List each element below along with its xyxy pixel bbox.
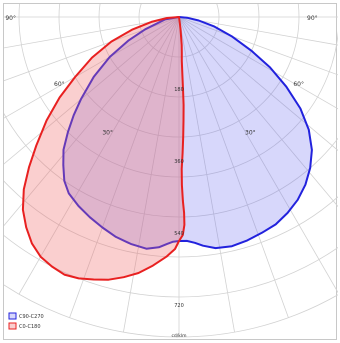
grid-spoke bbox=[4, 16, 180, 227]
grid-spoke bbox=[178, 16, 338, 151]
grid-spoke bbox=[123, 16, 180, 333]
legend-label: C90-C270 bbox=[19, 314, 44, 320]
chart-frame: 90° 60° 30° 90° 60° 30° 180 360 540 720 cd/klm C90… bbox=[3, 3, 338, 340]
series-outline-1 bbox=[21, 16, 186, 281]
grid-spoke bbox=[178, 16, 235, 333]
grid-spoke bbox=[178, 16, 338, 46]
polar-chart: 90° 60° 30° 90° 60° 30° 180 360 540 720 cd/klm C90… bbox=[4, 4, 338, 339]
grid-spoke bbox=[4, 16, 180, 49]
grid-spoke bbox=[69, 16, 180, 318]
angle-label: 30° bbox=[102, 129, 113, 136]
radial-tick-label: 720 bbox=[174, 303, 184, 309]
legend: C90-C270 C0-C180 bbox=[8, 312, 44, 330]
grid-spoke bbox=[4, 16, 180, 119]
legend-swatch bbox=[8, 312, 17, 320]
angle-label: 60° bbox=[293, 81, 304, 88]
angle-label: 90° bbox=[5, 15, 16, 22]
series-layer bbox=[21, 16, 313, 281]
radial-tick-label: 540 bbox=[174, 231, 184, 237]
angle-label: 60° bbox=[54, 81, 65, 88]
grid-spoke bbox=[18, 16, 180, 295]
grid-spoke bbox=[178, 16, 338, 208]
radial-tick-label: 360 bbox=[174, 159, 184, 165]
radial-tick-label: 180 bbox=[174, 87, 184, 93]
angle-label: 30° bbox=[245, 129, 256, 136]
legend-label: C0-C180 bbox=[19, 324, 41, 330]
legend-swatch bbox=[8, 322, 17, 330]
unit-label: cd/klm bbox=[171, 333, 186, 339]
polar-grid bbox=[4, 4, 338, 338]
grid-spoke bbox=[178, 16, 338, 110]
label-layer: 90° 60° 30° 90° 60° 30° 180 360 540 720 cd/klm bbox=[5, 15, 317, 339]
series-outline-0 bbox=[62, 16, 313, 250]
grid-spoke bbox=[178, 16, 289, 318]
grid-spoke bbox=[4, 16, 180, 82]
angle-label: 90° bbox=[307, 15, 318, 22]
grid-spoke bbox=[4, 16, 180, 165]
grid-spoke bbox=[178, 16, 338, 294]
